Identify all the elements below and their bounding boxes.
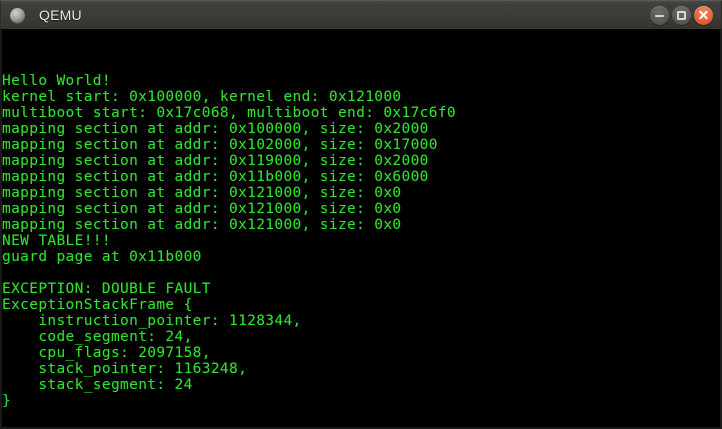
console-line: mapping section at addr: 0x100000, size:… — [2, 121, 429, 137]
close-button-icon[interactable] — [694, 5, 713, 25]
console-line: cpu_flags: 2097158, — [2, 345, 211, 361]
console-line: mapping section at addr: 0x119000, size:… — [2, 153, 429, 169]
console-line: multiboot start: 0x17c068, multiboot end… — [2, 105, 456, 121]
qemu-app-icon — [10, 7, 25, 23]
console-line: guard page at 0x11b000 — [2, 249, 202, 265]
console-line: Hello World! — [2, 73, 111, 89]
console-line: stack_segment: 24 — [2, 377, 193, 393]
console-line: mapping section at addr: 0x121000, size:… — [2, 217, 402, 233]
console-line: kernel start: 0x100000, kernel end: 0x12… — [2, 89, 402, 105]
console-line: mapping section at addr: 0x121000, size:… — [2, 201, 402, 217]
console-line — [2, 265, 456, 281]
console-line: code_segment: 24, — [2, 329, 193, 345]
console-line: NEW TABLE!!! — [2, 233, 111, 249]
window-title: QEMU — [39, 7, 82, 23]
console-line: EXCEPTION: DOUBLE FAULT — [2, 281, 211, 297]
console-line: ExceptionStackFrame { — [2, 297, 193, 313]
window-titlebar[interactable]: QEMU — [0, 0, 722, 29]
console-line: mapping section at addr: 0x11b000, size:… — [2, 169, 429, 185]
console-line: mapping section at addr: 0x102000, size:… — [2, 137, 438, 153]
minimize-button-icon[interactable] — [650, 5, 669, 25]
console-line: stack_pointer: 1163248, — [2, 361, 248, 377]
window-controls — [650, 5, 713, 25]
console-line: instruction_pointer: 1128344, — [2, 313, 302, 329]
qemu-console-screen[interactable]: Hello World! kernel start: 0x100000, kern… — [0, 29, 722, 429]
console-output: Hello World! kernel start: 0x100000, kern… — [2, 73, 456, 409]
console-line: mapping section at addr: 0x121000, size:… — [2, 185, 402, 201]
maximize-button-icon[interactable] — [672, 5, 691, 25]
console-line: } — [2, 393, 12, 409]
